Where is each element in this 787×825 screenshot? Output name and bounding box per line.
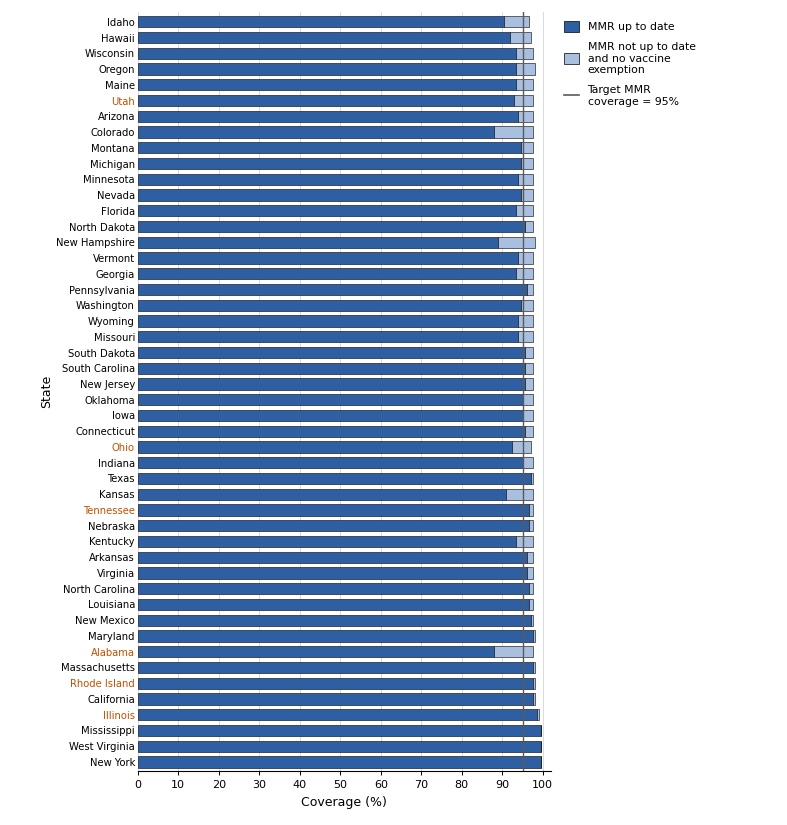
Bar <box>138 568 527 578</box>
Bar <box>138 190 520 200</box>
Bar <box>511 32 530 43</box>
Bar <box>138 473 530 484</box>
Bar <box>138 379 525 389</box>
Bar <box>494 126 533 138</box>
Bar <box>138 315 519 327</box>
Bar <box>138 299 520 311</box>
Bar <box>525 362 533 374</box>
Bar <box>529 520 533 531</box>
Bar <box>504 16 529 27</box>
Bar <box>525 379 533 389</box>
Bar <box>138 111 519 122</box>
Bar <box>533 630 534 642</box>
Bar <box>138 630 533 642</box>
Bar <box>138 599 529 610</box>
Y-axis label: State: State <box>40 375 54 408</box>
Bar <box>498 237 534 248</box>
Bar <box>138 64 516 75</box>
Bar <box>533 677 534 689</box>
Bar <box>520 190 533 200</box>
Bar <box>520 299 533 311</box>
Bar <box>138 394 523 405</box>
Bar <box>530 615 533 626</box>
Bar <box>138 410 523 422</box>
Bar <box>138 441 512 453</box>
Bar <box>516 64 534 75</box>
Bar <box>537 709 539 720</box>
Bar <box>138 677 533 689</box>
Bar <box>138 362 525 374</box>
Bar <box>138 426 525 437</box>
Bar <box>138 95 515 106</box>
Bar <box>516 48 533 59</box>
Bar <box>529 504 533 516</box>
Bar <box>138 331 519 342</box>
Bar <box>138 346 525 358</box>
Bar <box>519 173 533 185</box>
Bar <box>506 488 533 500</box>
Bar <box>138 662 533 673</box>
Bar <box>516 535 533 547</box>
Bar <box>138 709 537 720</box>
Bar <box>516 205 533 216</box>
Bar <box>138 488 506 500</box>
Bar <box>138 126 494 138</box>
Bar <box>516 268 533 280</box>
Bar <box>523 394 533 405</box>
Bar <box>523 457 533 469</box>
Bar <box>527 284 533 295</box>
Bar <box>138 520 529 531</box>
Bar <box>138 693 533 705</box>
Bar <box>529 583 533 594</box>
Bar <box>138 32 511 43</box>
Bar <box>525 346 533 358</box>
Bar <box>138 252 519 264</box>
Bar <box>138 221 525 232</box>
Bar <box>533 693 534 705</box>
Bar <box>527 568 533 578</box>
Bar <box>525 221 533 232</box>
Bar <box>138 284 527 295</box>
Bar <box>529 599 533 610</box>
Bar <box>138 16 504 27</box>
Bar <box>533 662 534 673</box>
Bar <box>515 95 533 106</box>
Bar <box>138 173 519 185</box>
Bar <box>512 441 530 453</box>
Bar <box>138 457 523 469</box>
Bar <box>138 741 541 752</box>
Bar <box>519 252 533 264</box>
Bar <box>138 646 494 658</box>
Bar <box>138 583 529 594</box>
Bar <box>516 79 533 91</box>
X-axis label: Coverage (%): Coverage (%) <box>301 796 387 809</box>
Bar <box>138 552 527 563</box>
Bar <box>138 535 516 547</box>
Bar <box>138 237 498 248</box>
Bar <box>138 725 541 736</box>
Bar <box>138 48 516 59</box>
Bar <box>519 331 533 342</box>
Legend: MMR up to date, MMR not up to date
and no vaccine
exemption, Target MMR
coverage: MMR up to date, MMR not up to date and n… <box>560 18 699 110</box>
Bar <box>520 142 533 153</box>
Bar <box>138 142 520 153</box>
Bar <box>494 646 533 658</box>
Bar <box>138 205 516 216</box>
Bar <box>138 158 520 169</box>
Bar <box>138 268 516 280</box>
Bar <box>520 158 533 169</box>
Bar <box>138 615 530 626</box>
Bar <box>519 315 533 327</box>
Bar <box>530 473 533 484</box>
Bar <box>523 410 533 422</box>
Bar <box>527 552 533 563</box>
Bar <box>138 79 516 91</box>
Bar <box>138 757 541 767</box>
Bar <box>525 426 533 437</box>
Bar <box>138 504 529 516</box>
Bar <box>519 111 533 122</box>
